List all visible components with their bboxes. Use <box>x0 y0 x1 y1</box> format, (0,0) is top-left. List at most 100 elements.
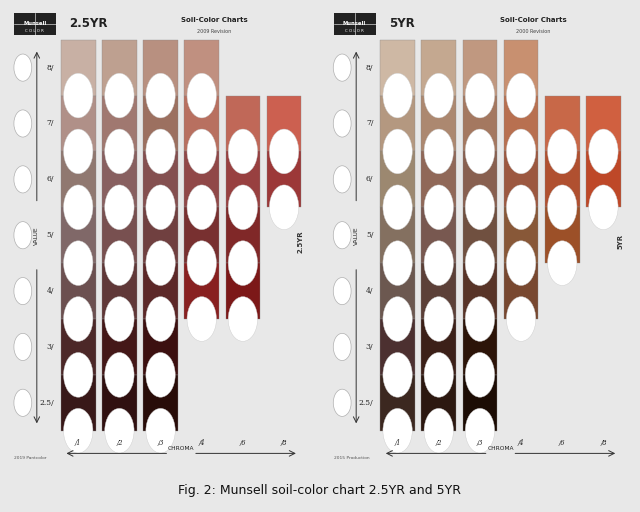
Bar <box>226 263 260 319</box>
Text: 8/: 8/ <box>47 63 54 72</box>
Circle shape <box>105 409 134 453</box>
Circle shape <box>383 241 412 286</box>
Bar <box>380 152 415 207</box>
Circle shape <box>465 241 495 286</box>
Bar <box>380 319 415 375</box>
Bar <box>422 263 456 319</box>
Text: /4: /4 <box>198 439 205 447</box>
Bar <box>61 96 95 152</box>
Circle shape <box>63 241 93 286</box>
Circle shape <box>383 185 412 229</box>
Text: 2000 Revision: 2000 Revision <box>516 29 550 34</box>
Circle shape <box>424 353 453 397</box>
Text: C O L O R: C O L O R <box>345 29 364 33</box>
Text: /3: /3 <box>477 439 483 447</box>
Circle shape <box>506 129 536 174</box>
Circle shape <box>146 409 175 453</box>
Bar <box>102 152 137 207</box>
Bar <box>380 207 415 263</box>
Circle shape <box>63 296 93 342</box>
Circle shape <box>146 353 175 397</box>
Circle shape <box>333 278 351 305</box>
Circle shape <box>269 185 299 229</box>
Text: 4/: 4/ <box>366 287 373 295</box>
Circle shape <box>333 54 351 81</box>
Bar <box>463 319 497 375</box>
Text: 5YR: 5YR <box>618 234 623 249</box>
Circle shape <box>548 129 577 174</box>
FancyBboxPatch shape <box>15 13 56 35</box>
Text: /1: /1 <box>394 439 401 447</box>
Text: 2.5YR: 2.5YR <box>298 230 304 252</box>
Text: /2: /2 <box>435 439 442 447</box>
Circle shape <box>465 185 495 229</box>
FancyBboxPatch shape <box>334 13 376 35</box>
Bar <box>422 152 456 207</box>
Circle shape <box>383 296 412 342</box>
Bar <box>267 96 301 152</box>
Text: 5YR: 5YR <box>389 17 415 30</box>
Text: 2.5YR: 2.5YR <box>70 17 108 30</box>
Text: 2019 Pantcolor: 2019 Pantcolor <box>15 456 47 460</box>
Bar <box>61 207 95 263</box>
Circle shape <box>105 296 134 342</box>
Circle shape <box>63 353 93 397</box>
Circle shape <box>187 296 216 342</box>
Bar <box>463 96 497 152</box>
Circle shape <box>228 185 257 229</box>
Circle shape <box>424 409 453 453</box>
Circle shape <box>187 73 216 118</box>
Bar <box>184 207 219 263</box>
Circle shape <box>63 129 93 174</box>
Bar <box>504 263 538 319</box>
Bar <box>380 96 415 152</box>
Text: /6: /6 <box>559 439 566 447</box>
Bar <box>545 152 580 207</box>
Bar <box>463 207 497 263</box>
Bar <box>226 96 260 152</box>
Circle shape <box>187 129 216 174</box>
Text: 7/: 7/ <box>47 119 54 127</box>
Text: /6: /6 <box>239 439 246 447</box>
Circle shape <box>105 241 134 286</box>
Circle shape <box>269 129 299 174</box>
Text: 6/: 6/ <box>366 175 373 183</box>
Circle shape <box>105 73 134 118</box>
Circle shape <box>383 409 412 453</box>
Bar <box>102 207 137 263</box>
Bar <box>61 375 95 431</box>
Circle shape <box>14 166 32 193</box>
Text: 3/: 3/ <box>47 343 54 351</box>
Bar <box>504 40 538 96</box>
Circle shape <box>14 278 32 305</box>
Bar <box>504 152 538 207</box>
Circle shape <box>333 333 351 360</box>
Text: 6/: 6/ <box>47 175 54 183</box>
Circle shape <box>187 241 216 286</box>
Bar <box>545 96 580 152</box>
Text: 7/: 7/ <box>366 119 373 127</box>
Circle shape <box>146 241 175 286</box>
Bar <box>463 263 497 319</box>
Circle shape <box>63 409 93 453</box>
Circle shape <box>14 54 32 81</box>
Circle shape <box>465 409 495 453</box>
Circle shape <box>465 296 495 342</box>
Circle shape <box>14 333 32 360</box>
Circle shape <box>146 73 175 118</box>
Text: /4: /4 <box>518 439 524 447</box>
Bar <box>504 207 538 263</box>
Circle shape <box>424 241 453 286</box>
Bar <box>422 96 456 152</box>
Bar <box>267 152 301 207</box>
Circle shape <box>383 73 412 118</box>
Bar <box>226 207 260 263</box>
Text: 5/: 5/ <box>47 231 54 239</box>
Circle shape <box>589 129 618 174</box>
Circle shape <box>14 389 32 416</box>
Bar <box>380 375 415 431</box>
Text: 2.5/: 2.5/ <box>39 399 54 407</box>
Circle shape <box>506 241 536 286</box>
Circle shape <box>105 129 134 174</box>
Text: 5/: 5/ <box>366 231 373 239</box>
